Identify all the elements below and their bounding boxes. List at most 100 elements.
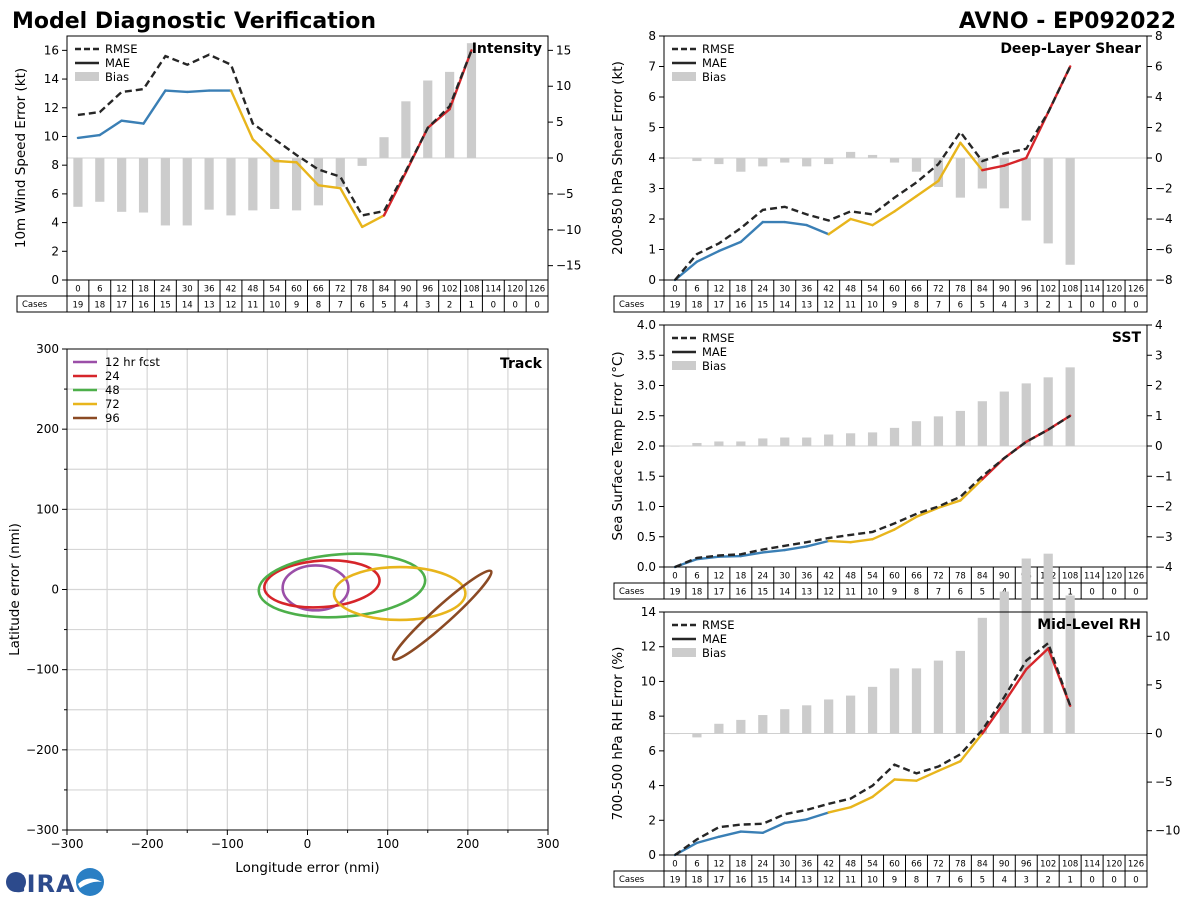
y-tick-label: 1.0 — [637, 500, 656, 514]
legend-bias-label: Bias — [105, 70, 129, 84]
hour-cell-24: 24 — [757, 860, 768, 870]
hour-cell-90: 90 — [999, 860, 1010, 870]
y-right-tick-label: 2 — [1155, 121, 1163, 135]
bias-bar-108 — [1065, 158, 1075, 265]
bias-bar-90 — [999, 158, 1009, 209]
y-right-tick-label: −2 — [1155, 500, 1173, 514]
case-cell-48: 11 — [845, 876, 856, 886]
bias-bar-48 — [846, 151, 856, 158]
case-cell-36: 13 — [801, 876, 812, 886]
bias-bar-54 — [867, 154, 878, 158]
case-cell-12: 17 — [713, 301, 724, 311]
hour-cell-6: 6 — [694, 572, 699, 582]
y-tick-label: 6 — [648, 744, 656, 758]
case-cell-0: 19 — [670, 301, 681, 311]
bias-bar-30 — [780, 158, 790, 163]
case-cell-120: 0 — [512, 301, 517, 311]
case-cell-60: 9 — [892, 876, 897, 886]
bias-bar-42 — [824, 158, 834, 165]
hour-cell-60: 60 — [291, 285, 302, 295]
hour-cell-30: 30 — [779, 860, 790, 870]
bias-bar-60 — [291, 158, 302, 211]
hour-cell-90: 90 — [400, 285, 411, 295]
y-right-tick-label: −4 — [1155, 560, 1173, 574]
bias-bar-90 — [999, 591, 1009, 734]
case-cell-96: 3 — [1024, 876, 1029, 886]
mae-segment-60 — [893, 515, 918, 531]
case-cell-72: 7 — [338, 301, 343, 311]
hour-cell-48: 48 — [247, 285, 258, 295]
mae-segment-6 — [98, 119, 123, 137]
y-tick-label: 12 — [44, 101, 59, 115]
bias-bar-84 — [379, 137, 389, 158]
y-tick-label: 4 — [648, 779, 656, 793]
hour-cell-0: 0 — [672, 860, 677, 870]
y-right-tick-label: 0 — [1155, 439, 1163, 453]
hour-cell-12: 12 — [713, 860, 724, 870]
mae-segment-102 — [1047, 647, 1072, 707]
hour-cell-48: 48 — [845, 860, 856, 870]
case-cell-72: 7 — [936, 301, 941, 311]
legend-bias-swatch — [75, 72, 99, 81]
y-tick-label: 10 — [44, 129, 59, 143]
case-cell-6: 18 — [94, 301, 105, 311]
y-axis-label: Latitude error (nmi) — [7, 523, 23, 656]
legend-label-1: 24 — [105, 369, 120, 383]
hour-cell-120: 120 — [1106, 572, 1122, 582]
hour-cell-126: 126 — [529, 285, 545, 295]
hour-cell-42: 42 — [226, 285, 237, 295]
case-cell-96: 3 — [1024, 301, 1029, 311]
y-right-tick-label: 10 — [556, 79, 571, 93]
bias-bar-84 — [977, 401, 987, 446]
case-cell-30: 14 — [779, 876, 790, 886]
mae-segment-78 — [959, 732, 984, 763]
track-ellipse-4 — [391, 569, 493, 661]
mae-segment-66 — [915, 506, 940, 518]
case-cell-84: 5 — [980, 876, 985, 886]
mae-segment-30 — [783, 545, 808, 552]
case-cell-6: 18 — [692, 301, 703, 311]
mae-segment-36 — [805, 223, 830, 236]
hour-cell-96: 96 — [1021, 285, 1032, 295]
legend-rmse-label: RMSE — [702, 331, 734, 345]
case-cell-6: 18 — [692, 876, 703, 886]
y-tick-label: 6 — [648, 90, 656, 104]
y-right-tick-label: −8 — [1155, 273, 1173, 287]
rmse-line — [77, 49, 473, 217]
rmse-line — [674, 414, 1071, 569]
hour-cell-72: 72 — [335, 285, 346, 295]
case-cell-90: 4 — [1002, 301, 1007, 311]
bias-bar-108 — [466, 43, 477, 159]
bias-bar-42 — [824, 434, 834, 446]
cases-row — [613, 870, 1148, 888]
hour-cell-12: 12 — [713, 572, 724, 582]
y-right-tick-label: −3 — [1155, 530, 1173, 544]
y-right-tick-label: 2 — [1155, 379, 1163, 393]
legend-label-2: 48 — [105, 383, 120, 397]
hour-cell-120: 120 — [1106, 860, 1122, 870]
y-tick-label: 0 — [648, 848, 656, 862]
y-right-tick-label: 5 — [1155, 678, 1163, 692]
mae-segment-66 — [915, 769, 940, 782]
hour-cell-102: 102 — [1040, 860, 1056, 870]
mae-segment-54 — [273, 159, 298, 164]
case-cell-78: 6 — [958, 588, 963, 598]
bias-bar-66 — [911, 668, 922, 734]
case-cell-60: 9 — [892, 588, 897, 598]
y-right-tick-label: −10 — [556, 223, 581, 237]
cases-row — [613, 582, 1148, 600]
hour-cell-108: 108 — [1062, 572, 1078, 582]
bias-bar-24 — [758, 438, 768, 446]
y-tick-label: 0 — [648, 273, 656, 287]
bias-bar-48 — [846, 433, 856, 446]
hour-cell-66: 66 — [911, 285, 922, 295]
bias-bar-60 — [889, 158, 900, 163]
track-panel: −300−300 −200 −200 −100 −100 0 0 100 100 200 200 30… — [7, 342, 559, 876]
bias-bar-0 — [670, 158, 680, 159]
y-tick-label: 12 — [641, 640, 656, 654]
bias-bar-48 — [846, 695, 856, 734]
hour-cell-24: 24 — [757, 285, 768, 295]
bias-bar-54 — [270, 158, 280, 209]
case-cell-30: 14 — [182, 301, 193, 311]
hour-cell-54: 54 — [867, 860, 878, 870]
